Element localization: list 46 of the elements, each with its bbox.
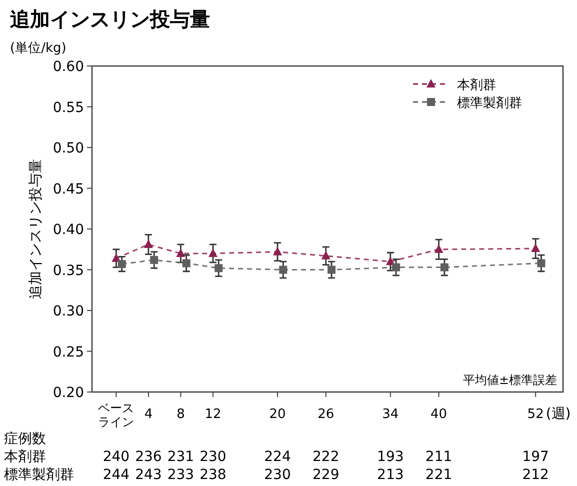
text: 230 [264,467,291,483]
y-tick-label: 0.45 [52,181,84,198]
x-tick-label: 20 [269,407,286,422]
x-tick-label: 12 [204,407,222,422]
y-axis-title: 追加インスリン投与量 [28,159,44,299]
y-tick-label: 0.25 [52,344,84,360]
x-tick-label: 34 [382,407,399,422]
legend-label: 本剤群 [457,78,496,93]
y-tick-label: 0.20 [52,385,84,401]
y-tick-label: 0.60 [52,59,84,75]
legend-label: 標準製剤群 [457,96,522,111]
text: 症例数 [4,431,46,447]
text: 197 [522,449,549,465]
annotation: 平均値±標準誤差 [462,373,557,387]
text: 224 [264,449,291,465]
chart-title: 追加インスリン投与量 [9,7,210,31]
text: 230 [200,449,226,465]
x-tick-label: 4 [144,407,153,422]
x-tick-label: 40 [430,407,448,422]
y-tick-label: 0.35 [52,262,84,279]
text: 233 [167,467,194,483]
text: 193 [377,449,404,465]
y-tick-label: 0.40 [52,222,84,238]
text: 231 [167,449,194,465]
x-tick-label: ベースライン [98,401,134,429]
text: 213 [377,467,404,483]
text: 244 [102,467,130,483]
text: 211 [425,449,452,465]
y-tick-label: 0.50 [52,140,84,156]
text: 240 [102,449,130,465]
y-tick-label: 0.30 [52,304,84,320]
text: 標準製剤群 [4,467,74,483]
x-tick-label: 8 [176,407,185,422]
text: 212 [522,467,549,483]
text: 243 [135,467,162,483]
text: 229 [312,467,340,483]
x-tick-label: 26 [318,407,334,422]
text: 221 [425,467,452,483]
text: (単位/kg) [10,41,66,56]
text: 236 [135,449,162,465]
text: 222 [312,449,340,465]
text: 本剤群 [4,449,46,465]
x-tick-label: 52 [527,407,544,422]
text: 238 [200,467,226,483]
y-tick-label: 0.55 [52,100,84,116]
x-axis-title: (週) [546,406,571,422]
